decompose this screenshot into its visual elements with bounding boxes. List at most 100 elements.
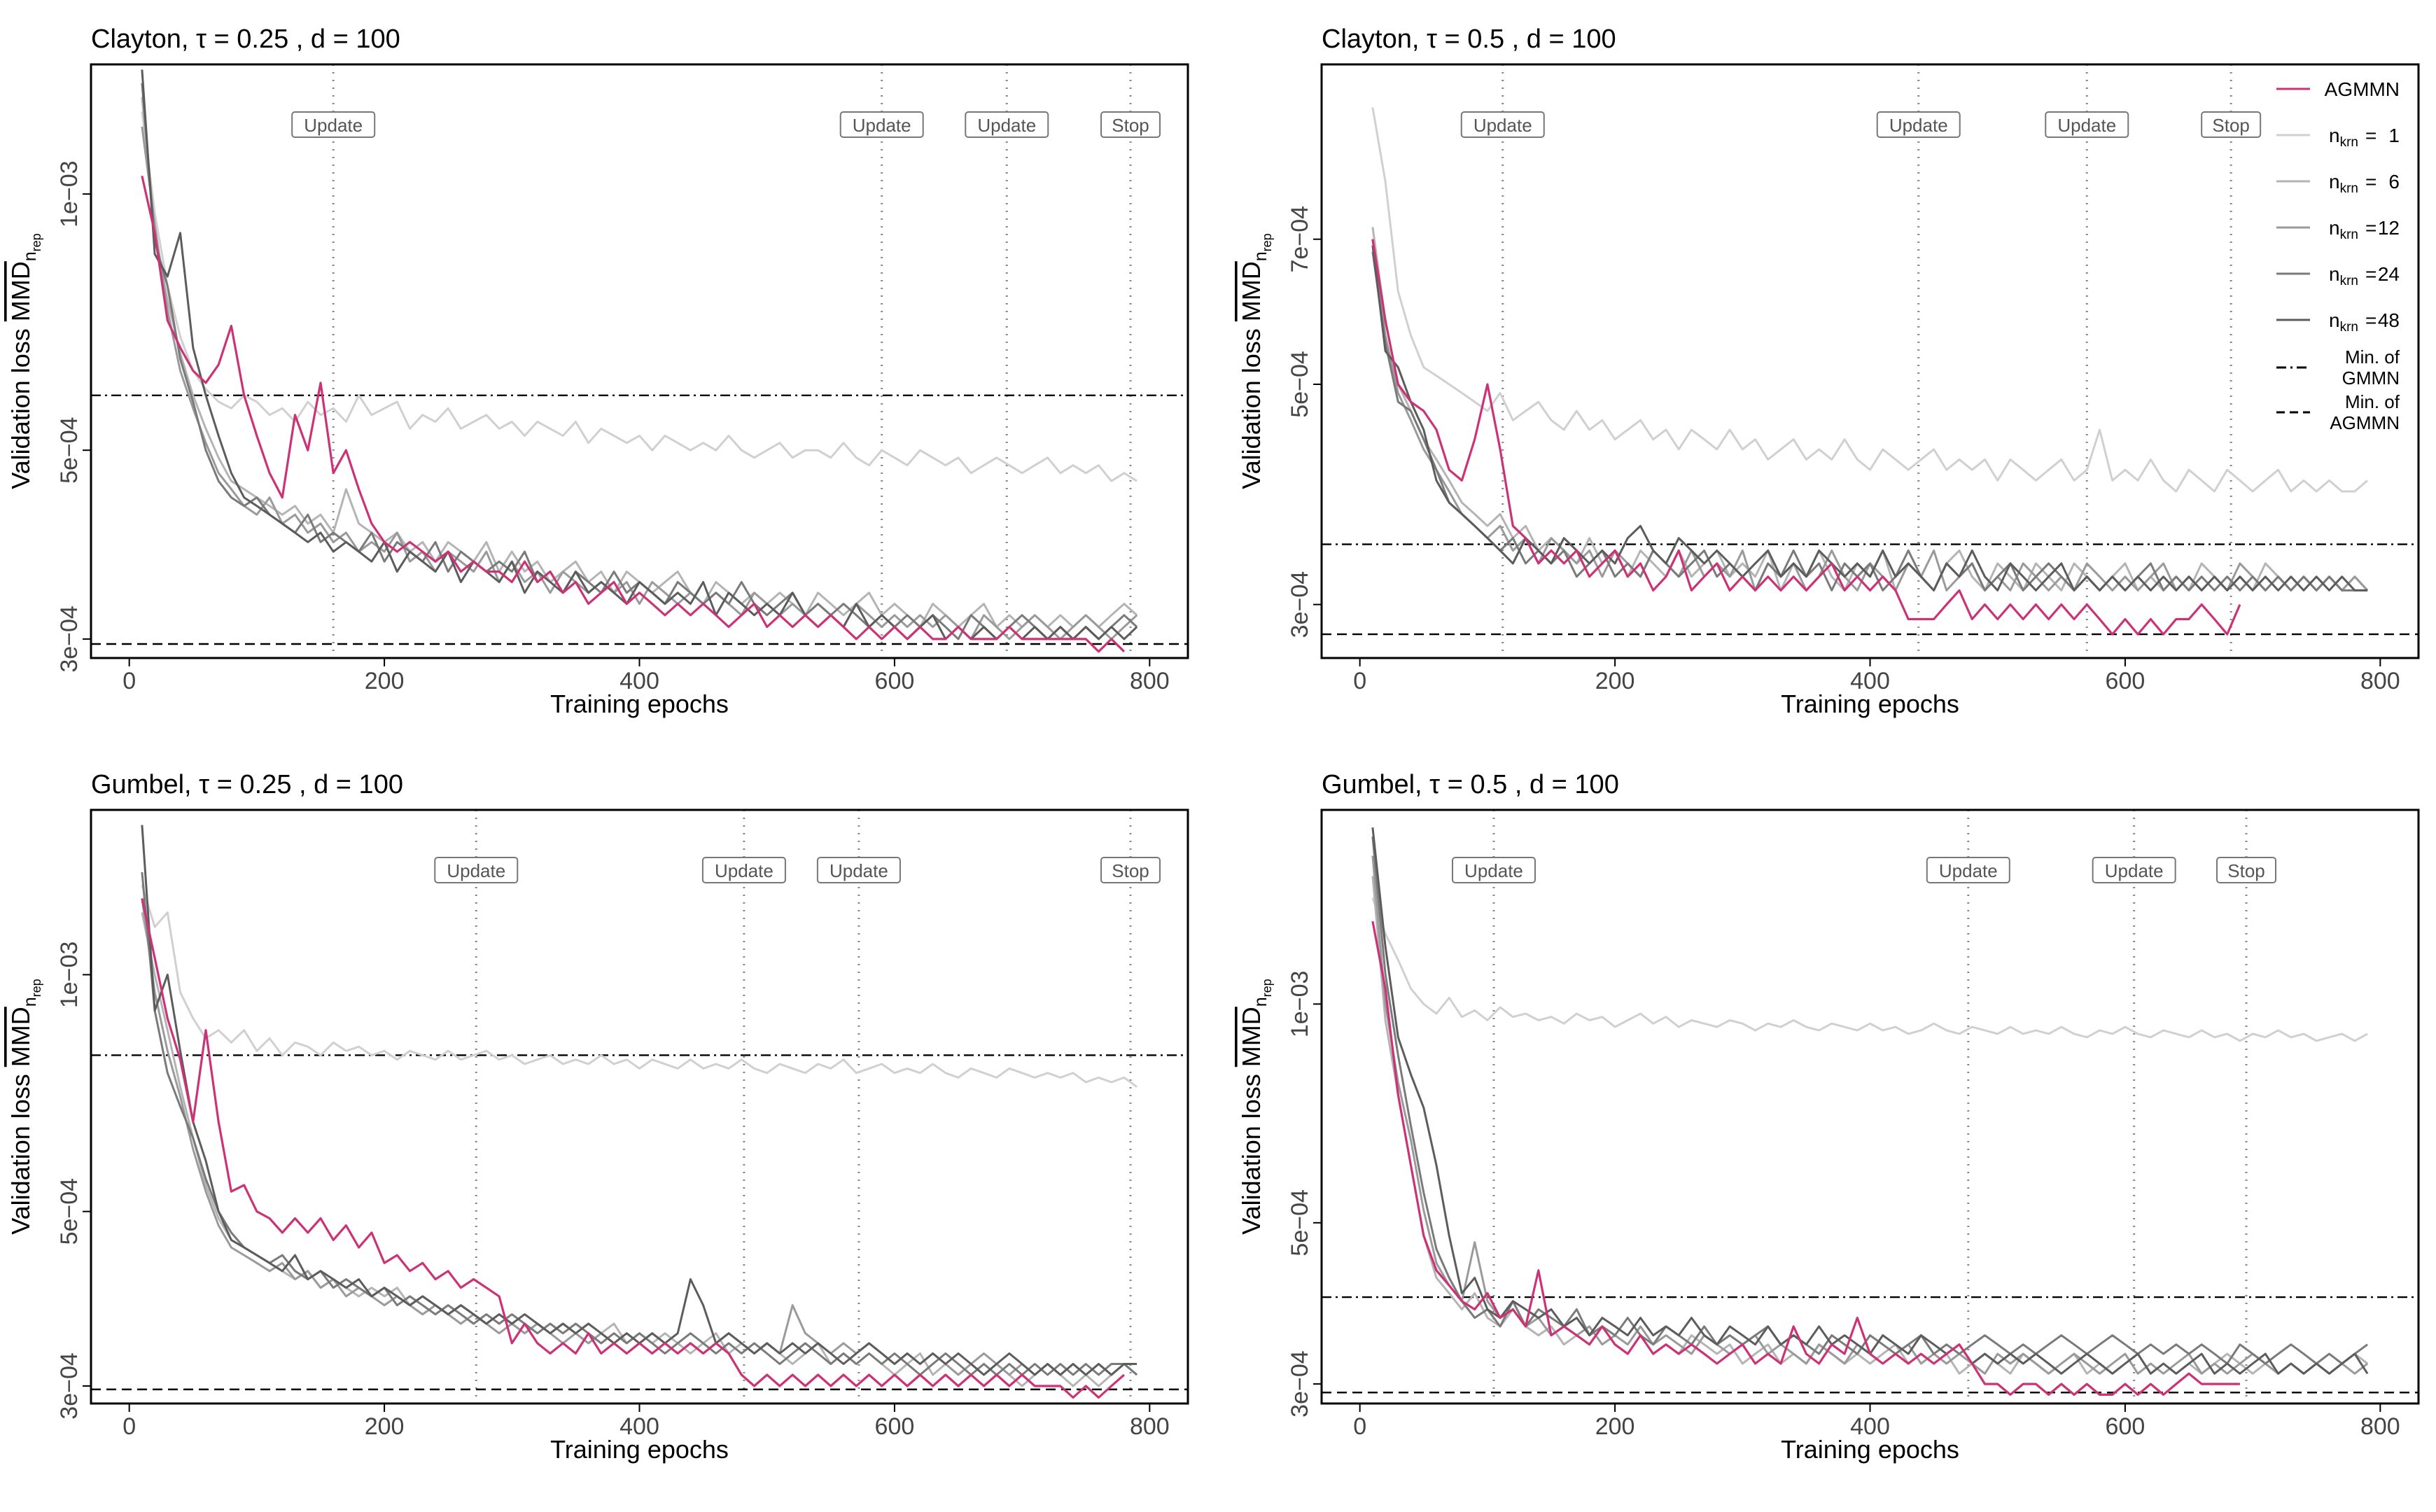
legend-nkrn-n: n (2329, 309, 2340, 331)
legend-nkrn-value: 12 (2378, 217, 2400, 239)
event-label: Update (977, 115, 1036, 136)
event-label-box (2045, 111, 2129, 138)
legend-nkrn-sub: krn (2340, 227, 2358, 242)
x-tick-label: 600 (2106, 668, 2146, 694)
legend-nkrn-eq: = (2365, 263, 2376, 285)
series-group (141, 69, 1138, 653)
y-axis-label-sub: n (1251, 997, 1270, 1007)
event-label: Update (447, 860, 505, 881)
x-tick-label: 600 (875, 668, 915, 694)
event-label: Stop (1112, 115, 1149, 136)
y-tick-label: 1e−03 (56, 941, 83, 1009)
legend-label-line: AGMMN (2330, 412, 2400, 433)
x-tick-label: 400 (1850, 668, 1890, 694)
y-tick-label: 3e−04 (1287, 571, 1313, 638)
x-tick-label: 600 (875, 1413, 915, 1440)
legend-nkrn-eq: = (2365, 125, 2376, 146)
x-tick-label: 600 (2106, 1413, 2146, 1440)
legend-nkrn-n: n (2329, 263, 2340, 285)
x-tick-label: 400 (620, 1413, 659, 1440)
series-group (141, 825, 1138, 1399)
x-tick-label: 800 (1130, 668, 1170, 694)
legend-nkrn-value: 48 (2378, 309, 2400, 331)
legend-label: Min. of AGMMN (2330, 391, 2400, 433)
legend-label: AGMMN (2325, 78, 2400, 100)
series-line (141, 884, 1138, 1088)
chart-title: Gumbel, τ = 0.25 , d = 100 (91, 770, 403, 799)
legend-nkrn-n: n (2329, 217, 2340, 239)
y-axis-label-sub: n (20, 251, 40, 261)
x-axis-label: Training epochs (550, 1435, 729, 1464)
y-tick-label: 7e−04 (1287, 206, 1313, 273)
y-axis-label-text: Validation loss MMDnrep (1237, 979, 1274, 1234)
event-label-box (434, 857, 519, 883)
series-line (141, 111, 1138, 482)
legend-label-line: Min. of (2345, 346, 2400, 368)
x-tick-label: 200 (1595, 1413, 1635, 1440)
event-label: Update (304, 115, 363, 136)
series-line (1371, 245, 2368, 592)
chart-title: Gumbel, τ = 0.5 , d = 100 (1322, 770, 1619, 799)
y-tick-label: 5e−04 (56, 1178, 83, 1245)
x-tick-label: 0 (1353, 1413, 1366, 1440)
event-label: Update (853, 115, 911, 136)
y-axis-label: Validation loss MMDnrep (1237, 979, 1274, 1234)
x-tick-label: 200 (1595, 668, 1635, 694)
y-tick-label: 1e−03 (56, 160, 83, 227)
event-label: Update (1889, 115, 1948, 136)
series-line (1371, 836, 2368, 1365)
legend-nkrn-sub: krn (2340, 274, 2358, 288)
series-group (1371, 827, 2369, 1396)
series-group (1371, 107, 2369, 636)
series-line (1371, 239, 2241, 636)
legend-label: nkrn = (2329, 309, 2376, 335)
y-axis-label-text: Validation loss MMDnrep (6, 979, 43, 1234)
x-tick-label: 800 (2360, 1413, 2400, 1440)
y-tick-label: 5e−04 (56, 416, 83, 484)
event-label: Stop (2227, 860, 2265, 881)
x-tick-label: 800 (2360, 668, 2400, 694)
y-axis-label-mmd: MMD (1237, 261, 1266, 321)
legend-nkrn-value: 24 (2378, 263, 2400, 285)
y-axis-label-prefix: Validation loss (1237, 321, 1266, 489)
legend-nkrn-eq: = (2365, 309, 2376, 331)
event-label-box (2201, 111, 2262, 138)
y-axis-label-mmd: MMD (6, 1007, 35, 1067)
legend-nkrn-eq: = (2365, 217, 2376, 239)
event-label: Update (1939, 860, 1998, 881)
x-tick-label: 0 (1353, 668, 1366, 694)
x-axis-label: Training epochs (1781, 690, 1959, 718)
y-axis-label-prefix: Validation loss (6, 1067, 35, 1234)
x-axis-label: Training epochs (550, 690, 729, 718)
y-axis-label-subsub: rep (29, 979, 43, 997)
y-axis-label-subsub: rep (29, 233, 43, 251)
x-tick-label: 200 (365, 1413, 405, 1440)
event-label: Update (2105, 860, 2164, 881)
y-axis-label-text: Validation loss MMDnrep (1237, 233, 1274, 489)
event-label: Update (1464, 860, 1523, 881)
y-axis-label-mmd: MMD (6, 261, 35, 321)
event-label: Update (2057, 115, 2116, 136)
y-tick-label: 5e−04 (1287, 351, 1313, 418)
legend-label-line: Min. of (2345, 391, 2400, 412)
y-axis-label-subsub: rep (1260, 979, 1274, 997)
y-axis-label-prefix: Validation loss (1237, 1067, 1266, 1234)
event-label-box (1460, 111, 1545, 138)
chart-panel: Gumbel, τ = 0.5 , d = 100 Update Update Upd… (1237, 770, 2420, 1464)
legend-nkrn-value: 6 (2388, 171, 2400, 192)
event-label: Update (1474, 115, 1532, 136)
event-label-box (701, 857, 786, 883)
y-tick-label: 3e−04 (1287, 1350, 1313, 1418)
x-tick-label: 400 (1850, 1413, 1890, 1440)
chart-panel: Gumbel, τ = 0.25 , d = 100 Update Update Up… (6, 770, 1189, 1464)
x-tick-label: 800 (1130, 1413, 1170, 1440)
y-axis-label-sub: n (20, 997, 40, 1007)
y-tick-label: 5e−04 (1287, 1189, 1313, 1256)
legend-label: nkrn = (2329, 263, 2376, 288)
chart-panel: Clayton, τ = 0.25 , d = 100 Update Update U… (6, 24, 1189, 718)
y-tick-label: 1e−03 (1287, 971, 1313, 1038)
series-line (1371, 920, 2240, 1396)
event-label-box (2216, 857, 2277, 883)
